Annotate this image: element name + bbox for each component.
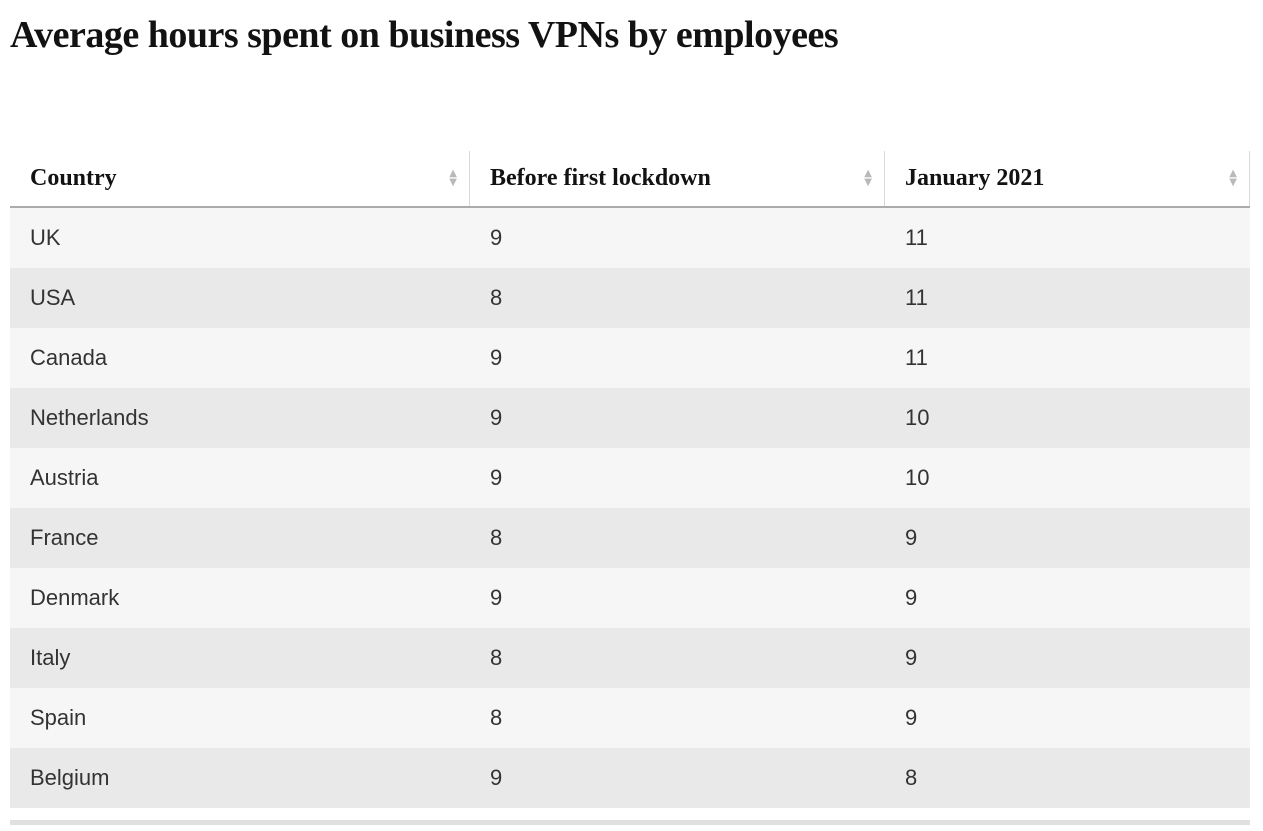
cell-january-2021: 9 (905, 525, 918, 550)
column-header-label: January 2021 (905, 165, 1045, 191)
cell-before-lockdown: 9 (490, 225, 503, 250)
table-row: UK 9 11 (10, 208, 1250, 268)
table-row: Denmark 9 9 (10, 568, 1250, 628)
cell-january-2021: 9 (905, 585, 918, 610)
cell-before-lockdown: 9 (490, 585, 503, 610)
table-body: UK 9 11 USA 8 11 Canada 9 11 Netherlands… (10, 208, 1250, 808)
table-row: Spain 8 9 (10, 688, 1250, 748)
column-header-country[interactable]: Country ▲ ▼ (10, 151, 470, 206)
cell-country: Austria (30, 465, 99, 490)
cell-before-lockdown: 9 (490, 405, 503, 430)
table-row: France 8 9 (10, 508, 1250, 568)
cell-january-2021: 11 (905, 225, 928, 250)
cell-country: Canada (30, 345, 108, 370)
cell-january-2021: 9 (905, 645, 918, 670)
cell-before-lockdown: 9 (490, 765, 503, 790)
cell-january-2021: 8 (905, 765, 918, 790)
table-header-row: Country ▲ ▼ Before first lockdown ▲ ▼ Janu… (10, 151, 1250, 208)
cell-country: Netherlands (30, 405, 149, 430)
sort-icon: ▲ ▼ (449, 167, 457, 188)
cell-january-2021: 10 (905, 465, 930, 490)
cell-before-lockdown: 8 (490, 645, 503, 670)
cell-before-lockdown: 8 (490, 525, 503, 550)
cell-before-lockdown: 9 (490, 345, 503, 370)
sort-icon: ▲ ▼ (864, 167, 872, 188)
column-header-label: Before first lockdown (490, 165, 711, 191)
cell-january-2021: 11 (905, 285, 928, 310)
cell-country: Spain (30, 705, 87, 730)
table-row: Canada 9 11 (10, 328, 1250, 388)
cell-country: Denmark (30, 585, 120, 610)
sort-icon: ▲ ▼ (1229, 167, 1237, 188)
bottom-divider (10, 820, 1250, 825)
table-row: USA 8 11 (10, 268, 1250, 328)
cell-country: France (30, 525, 99, 550)
cell-january-2021: 9 (905, 705, 918, 730)
table-row: Italy 8 9 (10, 628, 1250, 688)
column-header-before-lockdown[interactable]: Before first lockdown ▲ ▼ (470, 151, 885, 206)
cell-country: USA (30, 285, 76, 310)
table-row: Austria 9 10 (10, 448, 1250, 508)
cell-january-2021: 10 (905, 405, 930, 430)
cell-before-lockdown: 9 (490, 465, 503, 490)
cell-january-2021: 11 (905, 345, 928, 370)
table-row: Belgium 9 8 (10, 748, 1250, 808)
cell-before-lockdown: 8 (490, 285, 503, 310)
cell-country: Belgium (30, 765, 110, 790)
cell-country: UK (30, 225, 61, 250)
page-title: Average hours spent on business VPNs by … (10, 14, 839, 56)
column-header-january-2021[interactable]: January 2021 ▲ ▼ (885, 151, 1250, 206)
table-row: Netherlands 9 10 (10, 388, 1250, 448)
cell-before-lockdown: 8 (490, 705, 503, 730)
cell-country: Italy (30, 645, 71, 670)
data-table: Country ▲ ▼ Before first lockdown ▲ ▼ Janu… (10, 151, 1250, 808)
column-header-label: Country (30, 165, 117, 191)
